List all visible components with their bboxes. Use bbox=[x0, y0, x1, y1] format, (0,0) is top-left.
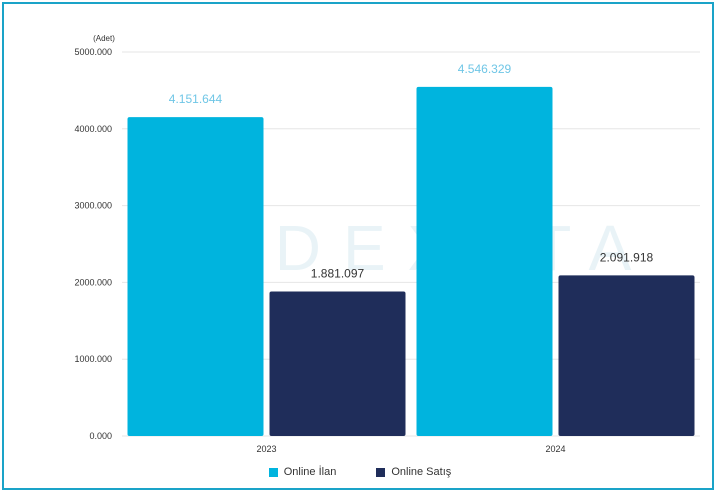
legend-item-online-satis: Online Satış bbox=[376, 466, 451, 478]
bar bbox=[558, 275, 695, 436]
legend-item-online-ilan: Online İlan bbox=[268, 466, 337, 478]
x-tick-label: 2024 bbox=[545, 444, 565, 454]
unit-label: (Adet) bbox=[93, 34, 115, 43]
bar bbox=[127, 117, 264, 436]
y-tick-label: 0.000 bbox=[89, 431, 112, 441]
data-label: 4.546.329 bbox=[458, 62, 512, 76]
y-tick-label: 4000.000 bbox=[74, 124, 112, 134]
x-tick-label: 2023 bbox=[256, 444, 276, 454]
y-tick-label: 1000.000 bbox=[74, 354, 112, 364]
data-label: 2.091.918 bbox=[600, 250, 654, 264]
y-tick-label: 3000.000 bbox=[74, 201, 112, 211]
y-tick-label: 5000.000 bbox=[74, 47, 112, 57]
data-label: 1.881.097 bbox=[311, 267, 365, 281]
data-label: 4.151.644 bbox=[169, 92, 223, 106]
legend-swatch-online-ilan bbox=[268, 467, 278, 477]
legend-label-online-ilan: Online İlan bbox=[283, 466, 337, 478]
legend-label-online-satis: Online Satış bbox=[391, 466, 452, 478]
bar bbox=[416, 86, 553, 437]
legend-swatch-online-satis bbox=[376, 467, 386, 477]
y-tick-label: 2000.000 bbox=[74, 277, 112, 287]
legend: Online İlan Online Satış bbox=[0, 466, 720, 478]
bar bbox=[269, 291, 406, 436]
